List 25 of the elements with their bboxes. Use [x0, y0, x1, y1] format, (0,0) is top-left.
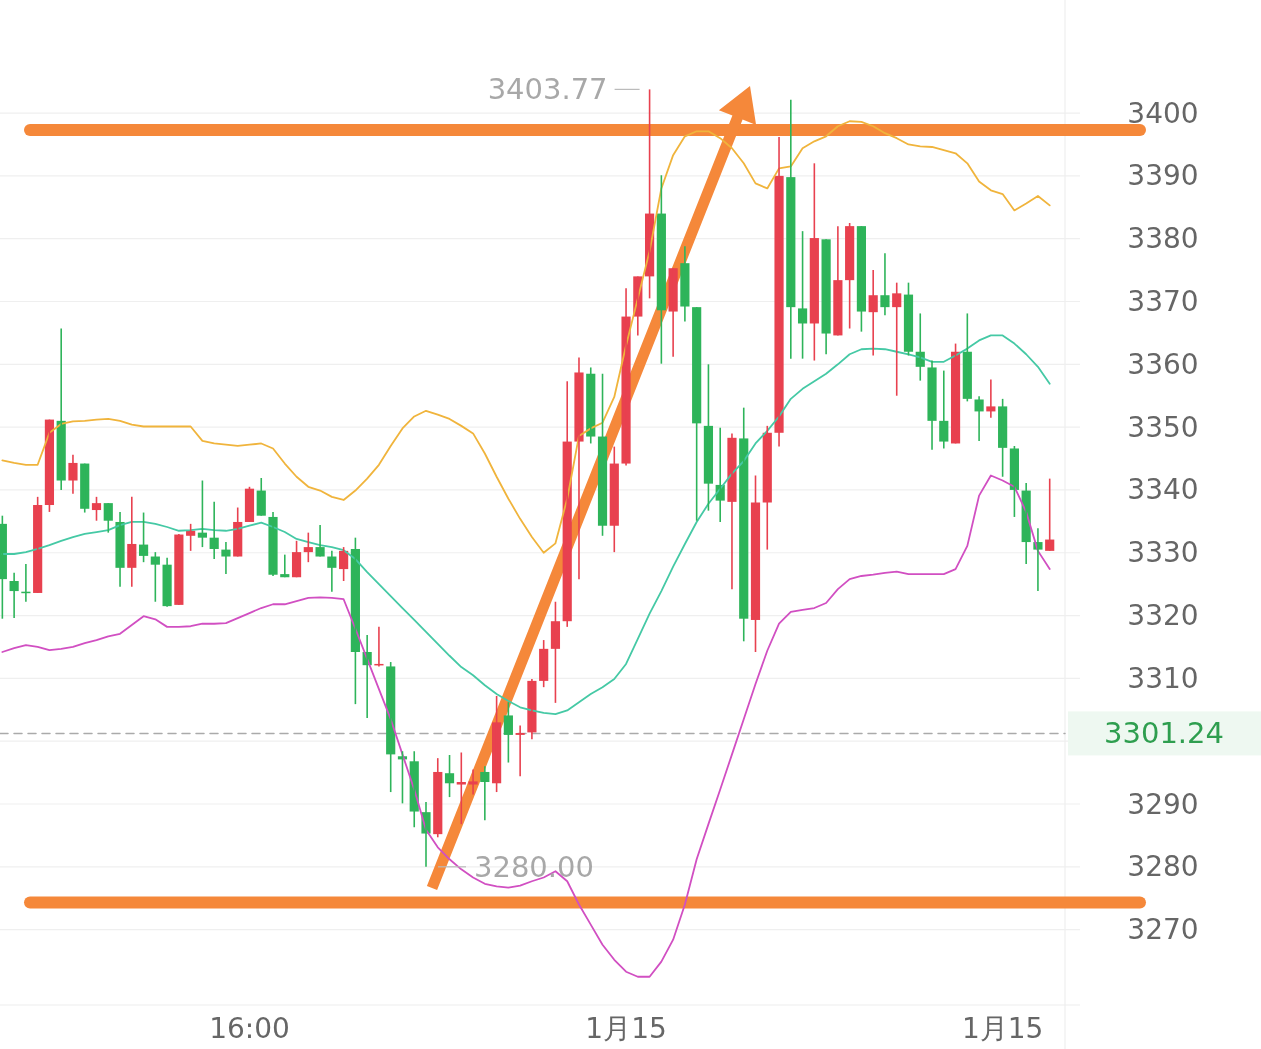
y-tick-label: 3370 [1127, 285, 1199, 318]
x-tick-label: 16:00 [209, 1011, 290, 1045]
y-tick-label: 3280 [1127, 850, 1199, 884]
y-tick-label: 3400 [1127, 96, 1199, 130]
candlestick [315, 524, 325, 558]
x-tick-label: 1月15 [961, 1011, 1044, 1045]
y-tick-label: 3320 [1127, 599, 1199, 633]
line-series [1, 120, 1051, 554]
candlestick [456, 751, 466, 825]
line-series [1, 334, 1051, 716]
annotation: 3403.77 [487, 72, 608, 107]
ref-line-label: 3301.24 [1104, 716, 1224, 751]
y-tick-label: 3360 [1127, 347, 1199, 381]
y-tick-label: 3290 [1127, 787, 1199, 821]
y-tick-label: 3350 [1127, 410, 1199, 444]
y-tick-label: 3340 [1127, 473, 1199, 507]
y-tick-label: 3310 [1127, 661, 1199, 695]
annotation: 3280.00 [474, 849, 594, 884]
y-tick-label: 3270 [1127, 913, 1199, 947]
y-tick-label: 3390 [1127, 159, 1199, 193]
candlestick [468, 768, 478, 796]
line-series [1, 474, 1051, 978]
y-tick-label: 3380 [1127, 222, 1199, 256]
x-tick-label: 1月15 [585, 1011, 667, 1045]
y-tick-label: 3330 [1127, 536, 1199, 570]
